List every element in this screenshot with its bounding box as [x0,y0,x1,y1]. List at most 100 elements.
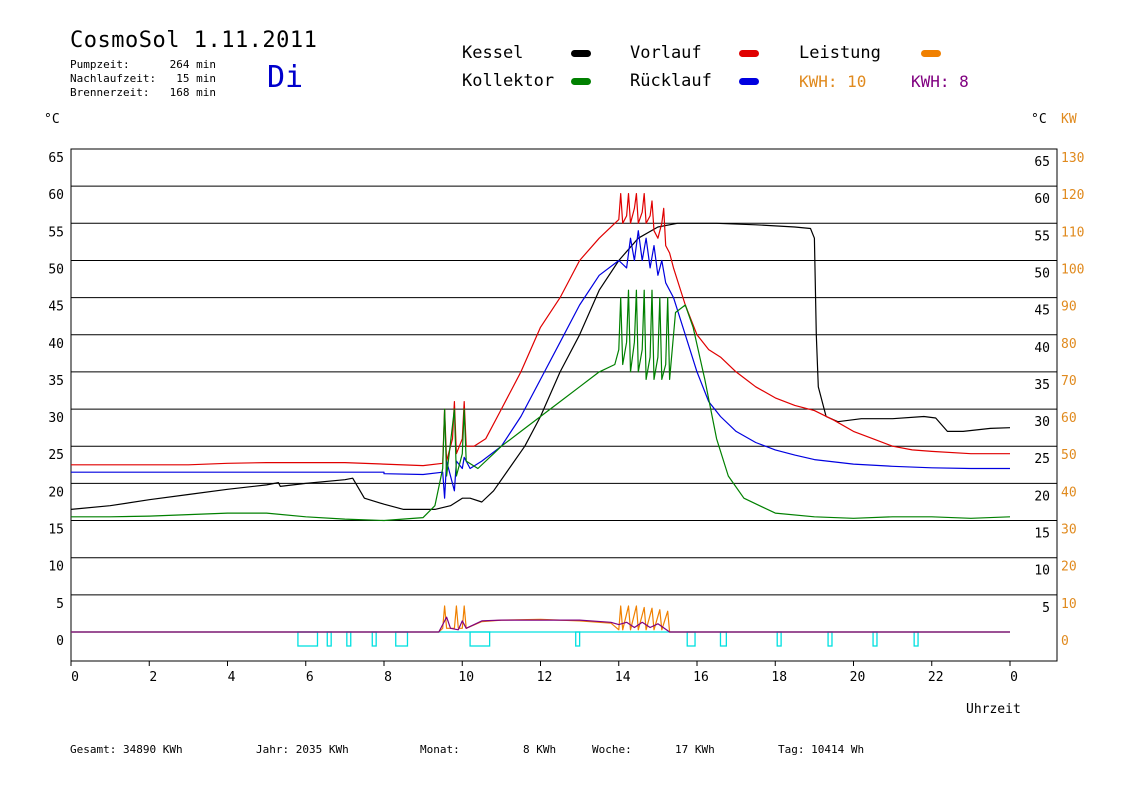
y-tick-right-kw-70: 70 [1061,374,1077,389]
footer-monat-label: Monat: [420,743,460,756]
legend-vorlauf-swatch [739,50,759,57]
y-tick-right-c-25: 25 [1034,452,1050,467]
legend-vorlauf-label: Vorlauf [630,43,702,63]
pump-segment-4 [395,631,409,647]
y-tick-right-c-45: 45 [1034,304,1050,319]
pump-segment-0 [297,631,319,647]
y-tick-right-c-60: 60 [1034,192,1050,207]
series-line-leistung [71,605,1010,633]
y-tick-left-15: 15 [48,523,64,538]
y-tick-right-c-15: 15 [1034,527,1050,542]
footer-monat: Monat: 8 KWh [420,743,556,756]
chart-title: CosmoSol 1.11.2011 [70,28,318,53]
y-tick-right-c-30: 30 [1034,415,1050,430]
series-line-kollektor [71,289,1011,522]
x-tick-12: 0 [1010,670,1018,685]
legend-kwh2-label: KWH: 8 [911,72,969,91]
y-tick-right-kw-60: 60 [1061,411,1077,426]
y-tick-left-10: 10 [48,560,64,575]
pump-segment-11 [872,631,878,647]
left-axis-unit: °C [44,112,60,127]
pump-segment-1 [326,631,332,647]
legend-kollektor-label: Kollektor [462,71,555,91]
y-tick-right-kw-30: 30 [1061,523,1077,538]
footer-jahr-label: Jahr: [256,743,290,756]
x-tick-9: 18 [771,670,787,685]
right-axis-unit-kw: KW [1061,112,1077,127]
y-tick-right-kw-90: 90 [1061,300,1077,315]
y-tick-right-kw-50: 50 [1061,448,1077,463]
y-tick-left-50: 50 [48,262,64,277]
x-tick-11: 22 [928,670,944,685]
y-tick-left-25: 25 [48,448,64,463]
footer-tag-value: 10414 Wh [811,743,865,756]
x-tick-3: 6 [306,670,314,685]
nachlaufzeit-label: Nachlaufzeit: [70,72,157,85]
series-line-vorlauf [71,193,1010,467]
plot-frame [70,148,1058,662]
y-tick-right-kw-40: 40 [1061,485,1077,500]
nachlaufzeit-row: Nachlaufzeit: 15 min [70,72,216,85]
y-tick-right-kw-0: 0 [1061,634,1069,649]
footer-woche: Woche: 17 KWh [592,743,715,756]
series-line-kwh [71,616,1010,633]
x-tick-8: 16 [693,670,709,685]
footer-woche-value: 17 KWh [675,743,715,756]
y-tick-left-5: 5 [56,597,64,612]
y-tick-right-kw-120: 120 [1061,188,1084,203]
footer-jahr-value: 2035 KWh [295,743,349,756]
weekday-label: Di [267,60,304,95]
x-tick-7: 14 [615,670,631,685]
y-tick-right-c-50: 50 [1034,266,1050,281]
x-tick-6: 12 [537,670,553,685]
x-tick-1: 2 [149,670,157,685]
y-tick-left-20: 20 [48,485,64,500]
pump-segment-12 [913,631,919,647]
y-tick-right-kw-20: 20 [1061,560,1077,575]
right-axis-unit-celsius: °C [1031,112,1047,127]
y-tick-right-kw-110: 110 [1061,225,1084,240]
pump-segment-3 [371,631,377,647]
footer-gesamt-value: 34890 KWh [122,743,183,756]
pump-segment-8 [719,631,727,647]
legend-kessel-label: Kessel [462,43,524,63]
y-tick-right-kw-130: 130 [1061,151,1084,166]
brennerzeit-value: 168 min [169,86,216,99]
y-tick-right-c-40: 40 [1034,341,1050,356]
legend-leistung-label: Leistung [799,43,881,63]
pumpzeit-row: Pumpzeit: 264 min [70,58,216,71]
y-tick-right-kw-100: 100 [1061,262,1084,277]
series-line-ruecklauf [71,230,1010,499]
series-line-kessel [70,222,1011,510]
y-tick-right-c-20: 20 [1034,489,1050,504]
y-tick-left-65: 65 [48,151,64,166]
brennerzeit-row: Brennerzeit: 168 min [70,86,216,99]
footer-tag-label: Tag: [778,743,805,756]
footer-jahr: Jahr: 2035 KWh [256,743,349,756]
y-tick-left-35: 35 [48,374,64,389]
legend-ruecklauf-label: Rücklauf [630,71,712,91]
legend-leistung-swatch [921,50,941,57]
y-tick-left-45: 45 [48,300,64,315]
footer-monat-value: 8 KWh [523,743,557,756]
y-tick-left-0: 0 [56,634,64,649]
footer-gesamt: Gesamt: 34890 KWh [70,743,183,756]
pump-segment-6 [575,631,581,647]
x-tick-2: 4 [228,670,236,685]
x-tick-0: 0 [71,670,79,685]
y-tick-left-60: 60 [48,188,64,203]
footer-woche-label: Woche: [592,743,632,756]
footer-tag: Tag: 10414 Wh [778,743,864,756]
y-tick-right-c-35: 35 [1034,378,1050,393]
y-tick-left-55: 55 [48,225,64,240]
y-tick-right-kw-10: 10 [1061,597,1077,612]
footer-gesamt-label: Gesamt: [70,743,117,756]
pump-segment-5 [469,631,491,647]
legend-kollektor-swatch [571,78,591,85]
x-tick-4: 8 [384,670,392,685]
y-tick-right-c-5: 5 [1042,601,1050,616]
y-tick-right-c-10: 10 [1034,564,1050,579]
legend-ruecklauf-swatch [739,78,759,85]
pump-segment-9 [776,631,782,647]
